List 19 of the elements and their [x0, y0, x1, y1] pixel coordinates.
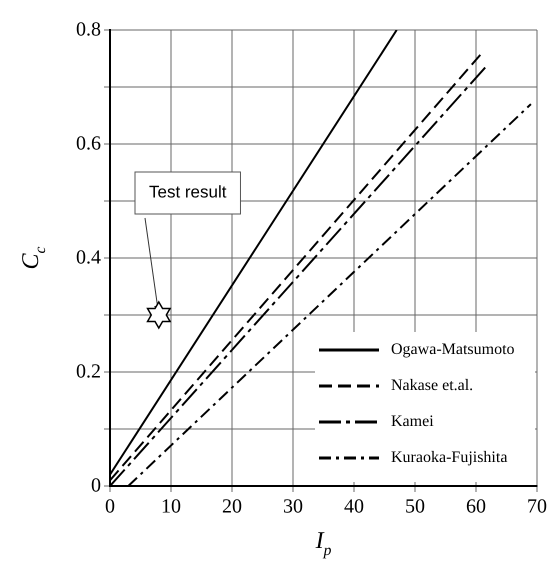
- x-tick-label: 60: [466, 495, 486, 518]
- y-tick-label: 0.8: [76, 18, 101, 40]
- legend-label: Nakase et.al.: [391, 377, 474, 394]
- legend-label: Kuraoka-Fujishita: [391, 449, 508, 466]
- x-tick-label: 40: [344, 495, 364, 518]
- y-tick-label: 0.2: [76, 360, 101, 382]
- x-tick-label: 0: [105, 495, 115, 518]
- legend-label: Ogawa-Matsumoto: [391, 341, 515, 358]
- annotation: Test result: [149, 182, 227, 202]
- x-tick-label: 30: [283, 495, 303, 518]
- x-tick-label: 70: [527, 495, 547, 518]
- x-tick-label: 10: [161, 495, 181, 518]
- x-tick-label: 20: [222, 495, 242, 518]
- y-tick-label: 0: [91, 474, 101, 496]
- y-tick-label: 0.4: [76, 246, 101, 268]
- x-tick-label: 50: [405, 495, 425, 518]
- y-axis-title: Cc: [18, 246, 50, 270]
- legend-label: Kamei: [391, 413, 434, 430]
- y-tick-label: 0.6: [76, 132, 101, 154]
